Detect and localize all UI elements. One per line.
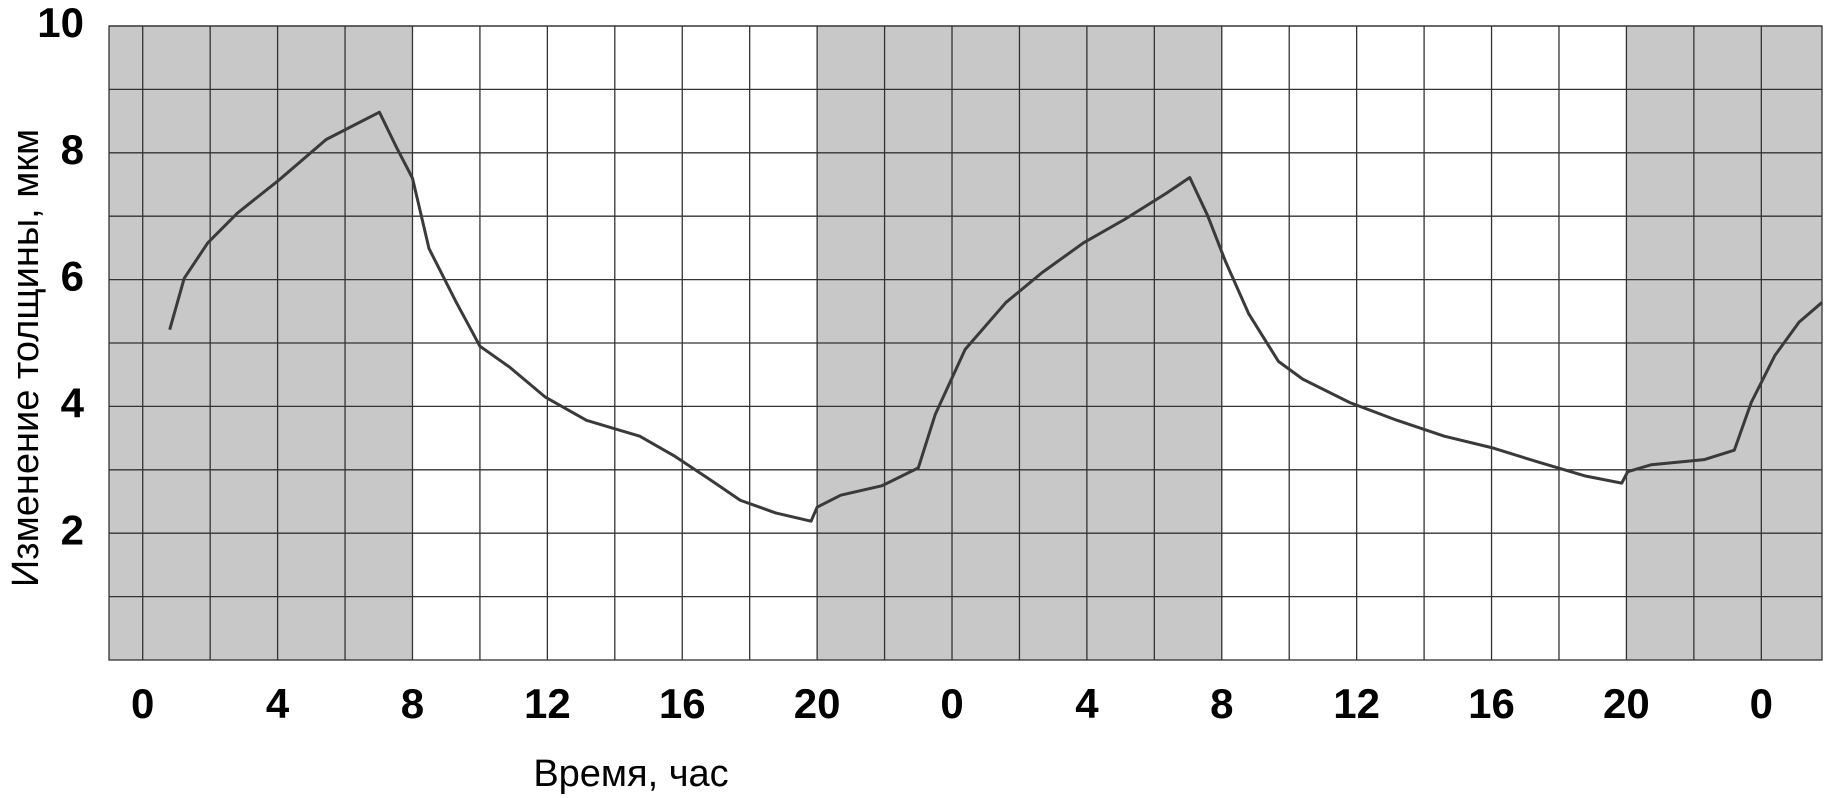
x-tick-label: 0	[1750, 680, 1773, 727]
x-tick-label: 16	[659, 680, 706, 727]
x-tick-label: 20	[1603, 680, 1650, 727]
x-tick-label: 16	[1468, 680, 1515, 727]
y-axis-label: Изменение толщины, мкм	[5, 129, 47, 587]
data-line	[168, 110, 1823, 523]
y-tick-label: 10	[37, 0, 84, 46]
x-tick-label: 0	[940, 680, 963, 727]
plot	[168, 110, 1823, 523]
y-tick-label: 8	[61, 126, 84, 173]
x-tick-label: 4	[266, 680, 290, 727]
x-tick-label: 12	[524, 680, 571, 727]
x-tick-label: 4	[1075, 680, 1099, 727]
x-tick-label: 12	[1333, 680, 1380, 727]
y-tick-label: 4	[61, 379, 85, 426]
x-tick-label: 20	[794, 680, 841, 727]
grid	[108, 25, 1823, 661]
x-tick-label: 8	[401, 680, 424, 727]
x-tick-label: 8	[1210, 680, 1233, 727]
x-tick-label: 0	[131, 680, 154, 727]
y-tick-label: 2	[61, 506, 84, 553]
x-axis-label: Время, час	[533, 753, 728, 795]
plot-border	[108, 25, 1823, 661]
y-tick-label: 6	[61, 253, 84, 300]
